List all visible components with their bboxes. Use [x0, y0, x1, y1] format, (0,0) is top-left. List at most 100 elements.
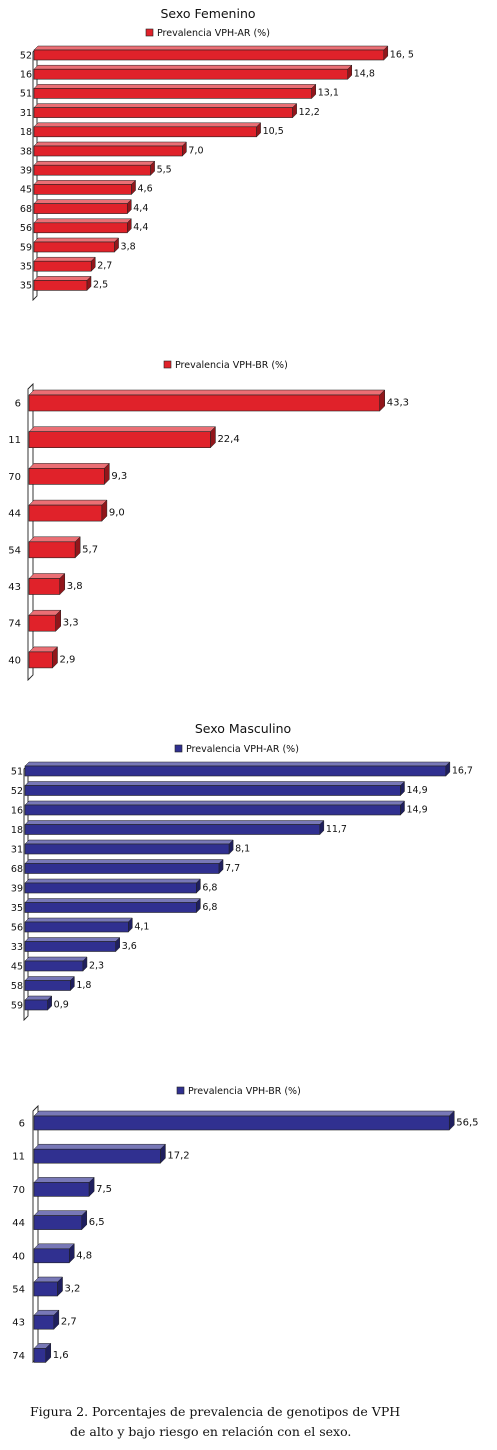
legend-label: Prevalencia VPH-BR (%): [188, 1086, 301, 1097]
value-label: 4,4: [133, 203, 148, 214]
bar: [33, 1248, 70, 1264]
value-label: 2,5: [93, 280, 108, 291]
bar-end: [379, 389, 385, 412]
bar-end: [150, 160, 155, 176]
bar: [33, 1115, 450, 1131]
bar: [33, 203, 128, 214]
value-label: 4,6: [138, 184, 153, 195]
value-label: 5,5: [157, 165, 172, 176]
bar: [24, 863, 220, 874]
bar-end: [311, 83, 316, 100]
bar: [33, 1215, 83, 1230]
chart-title: Sexo Masculino: [195, 721, 291, 736]
bar-end: [115, 936, 120, 953]
bar-end: [256, 122, 261, 138]
value-label: 1,6: [53, 1350, 69, 1361]
bar-top: [33, 160, 156, 166]
bar-top: [33, 45, 389, 51]
value-label: 43,3: [387, 398, 409, 409]
bar-top: [28, 463, 110, 469]
category-label: 54: [8, 545, 21, 556]
bar: [33, 68, 349, 80]
category-label: 59: [11, 1000, 23, 1011]
bar: [33, 1281, 58, 1297]
bar-top: [33, 1143, 167, 1150]
value-label: 16, 5: [390, 49, 414, 60]
bar: [28, 541, 76, 559]
bar-end: [47, 995, 52, 1011]
bar: [24, 999, 48, 1011]
bar-end: [445, 761, 451, 777]
chart-4: Prevalencia VPH-BR (%) 6 56,5 11 17,2 70 7,5 44…: [12, 1086, 479, 1364]
bar-top: [28, 389, 386, 396]
value-label: 56,5: [456, 1118, 478, 1129]
bar-top: [33, 276, 92, 281]
bar-end: [81, 1209, 88, 1231]
bar: [28, 431, 211, 449]
bar-top: [33, 84, 317, 89]
bar-top: [33, 122, 262, 128]
category-label: 51: [11, 766, 23, 777]
bar: [28, 504, 103, 522]
category-label: 45: [11, 961, 23, 972]
value-label: 14,9: [406, 785, 427, 796]
bar: [24, 804, 401, 816]
bar: [33, 164, 151, 176]
bar: [24, 960, 84, 972]
bar-top: [24, 937, 121, 942]
value-label: 5,7: [82, 544, 98, 555]
bar-end: [127, 198, 132, 215]
category-label: 11: [8, 435, 21, 446]
bar: [28, 468, 105, 485]
value-label: 6,8: [202, 902, 217, 913]
bar-top: [24, 800, 406, 806]
bar-end: [53, 1309, 60, 1330]
category-label: 16: [11, 805, 23, 816]
category-label: 59: [20, 242, 32, 253]
category-label: 43: [8, 582, 21, 593]
category-label: 39: [11, 883, 23, 894]
category-label: 74: [8, 619, 21, 630]
bar: [24, 921, 129, 933]
value-label: 14,8: [354, 69, 375, 80]
bar: [24, 843, 230, 855]
bar: [24, 882, 197, 894]
category-label: 70: [12, 1185, 25, 1196]
bar-top: [28, 426, 217, 432]
bar: [33, 241, 115, 253]
category-label: 35: [11, 903, 23, 914]
bar: [33, 280, 88, 291]
bar-top: [33, 256, 96, 262]
bar-end: [210, 426, 216, 449]
value-label: 14,9: [406, 804, 427, 815]
bar: [24, 980, 71, 991]
value-label: 13,1: [318, 88, 339, 99]
bar: [33, 1348, 47, 1363]
category-label: 74: [12, 1351, 25, 1362]
value-label: 2,7: [61, 1317, 77, 1328]
category-label: 40: [8, 655, 21, 666]
bar: [33, 184, 132, 195]
category-label: 35: [20, 262, 32, 273]
bar-top: [33, 1177, 95, 1183]
bar-end: [160, 1143, 166, 1164]
category-label: 43: [12, 1318, 25, 1329]
value-label: 3,3: [63, 618, 79, 629]
bar-top: [28, 499, 108, 506]
bar-top: [24, 839, 234, 845]
category-label: 56: [11, 922, 23, 933]
bar-top: [24, 917, 133, 923]
value-label: 12,2: [299, 107, 320, 118]
bar-top: [33, 1243, 75, 1250]
bar: [28, 578, 61, 595]
value-label: 3,2: [65, 1284, 81, 1295]
bar-end: [127, 218, 132, 234]
category-label: 18: [11, 825, 23, 836]
bar-top: [28, 609, 62, 616]
bar-top: [33, 180, 137, 185]
caption-line-1: Figura 2. Porcentajes de prevalencia de …: [30, 1404, 401, 1419]
value-label: 7,7: [225, 863, 240, 874]
bar-end: [196, 878, 201, 894]
bar-end: [449, 1110, 455, 1131]
category-label: 35: [20, 281, 32, 292]
